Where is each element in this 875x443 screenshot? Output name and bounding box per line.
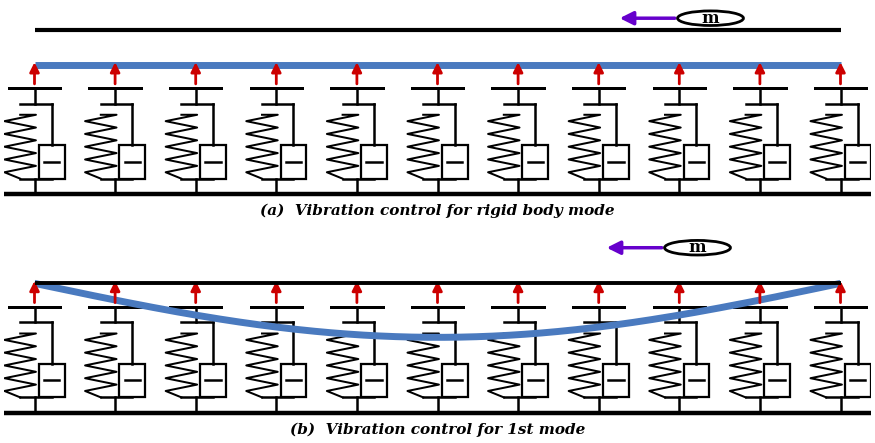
Bar <box>38 145 65 179</box>
Bar <box>522 364 548 397</box>
Bar <box>683 145 710 179</box>
Bar <box>442 145 467 179</box>
Bar <box>442 364 467 397</box>
Bar <box>844 364 871 397</box>
Bar <box>361 364 387 397</box>
Bar <box>844 145 871 179</box>
Bar <box>522 145 548 179</box>
Bar <box>603 145 629 179</box>
Bar <box>200 145 226 179</box>
Ellipse shape <box>665 241 731 255</box>
Text: m: m <box>702 10 719 27</box>
Bar <box>281 364 306 397</box>
Bar <box>361 145 387 179</box>
Bar <box>764 145 790 179</box>
Bar <box>281 145 306 179</box>
Bar <box>683 364 710 397</box>
Text: m: m <box>689 239 706 256</box>
Bar <box>200 364 226 397</box>
Text: (a)  Vibration control for rigid body mode: (a) Vibration control for rigid body mod… <box>260 204 615 218</box>
Ellipse shape <box>677 11 744 26</box>
Text: (b)  Vibration control for 1st mode: (b) Vibration control for 1st mode <box>290 422 585 437</box>
Bar <box>119 145 145 179</box>
Bar <box>38 364 65 397</box>
Bar <box>764 364 790 397</box>
Bar <box>119 364 145 397</box>
Bar <box>603 364 629 397</box>
